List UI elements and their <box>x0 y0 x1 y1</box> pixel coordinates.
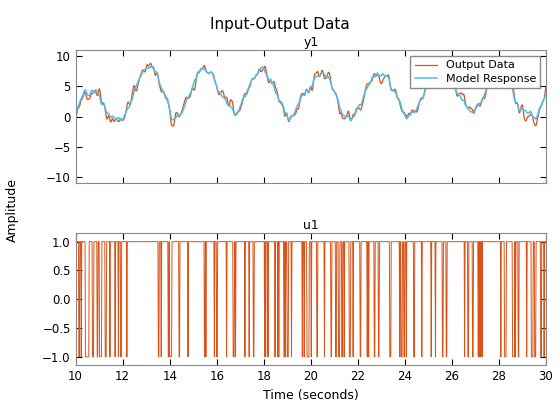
Output Data <box>168 354 175 359</box>
Model Response <box>118 118 125 123</box>
Legend: Output Data, Model Response: Output Data, Model Response <box>410 56 540 88</box>
Line: Output Data: Output Data <box>76 63 546 126</box>
Output Data <box>170 123 176 129</box>
Output Data <box>72 115 79 120</box>
Line: Model Response: Model Response <box>76 66 546 121</box>
Output Data <box>543 84 549 89</box>
Title: u1: u1 <box>303 219 319 232</box>
X-axis label: Time (seconds): Time (seconds) <box>263 389 358 402</box>
Output Data <box>488 239 495 244</box>
Model Response <box>543 92 549 97</box>
Model Response <box>497 63 504 68</box>
Model Response <box>72 114 79 119</box>
Model Response <box>456 93 463 98</box>
Output Data <box>439 354 446 359</box>
Text: Amplitude: Amplitude <box>6 178 19 242</box>
Title: y1: y1 <box>303 36 319 49</box>
Text: Input-Output Data: Input-Output Data <box>210 17 350 32</box>
Output Data <box>520 239 527 244</box>
Model Response <box>521 108 528 113</box>
Output Data <box>440 68 446 73</box>
Output Data <box>521 113 528 118</box>
Model Response <box>439 68 446 73</box>
Output Data <box>489 75 496 80</box>
Output Data <box>101 102 108 107</box>
Output Data <box>456 239 463 244</box>
Model Response <box>168 116 175 121</box>
Model Response <box>488 74 495 79</box>
Line: Output Data: Output Data <box>76 241 546 357</box>
Output Data <box>543 239 549 244</box>
Output Data <box>73 239 80 244</box>
Output Data <box>457 91 464 96</box>
Output Data <box>101 239 108 244</box>
Output Data <box>72 354 79 359</box>
Output Data <box>168 121 175 126</box>
Output Data <box>438 61 445 66</box>
Model Response <box>101 103 108 108</box>
